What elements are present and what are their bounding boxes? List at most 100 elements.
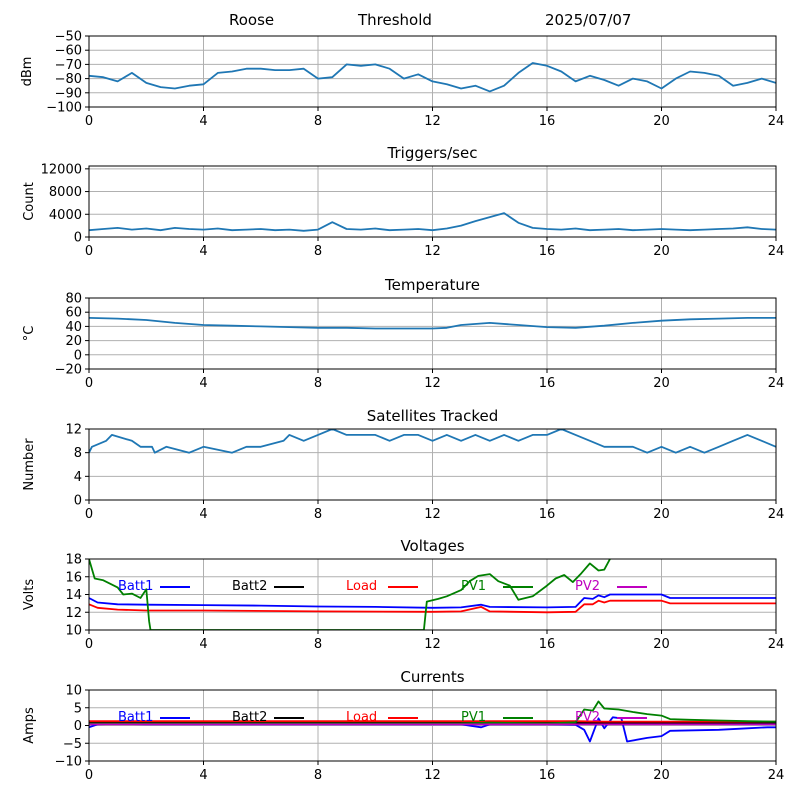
y-axis-label: Volts (22, 579, 37, 611)
x-tick-label: 0 (85, 637, 93, 652)
plot-frame (88, 35, 777, 108)
x-tick-label: 16 (539, 637, 556, 652)
x-tick-label: 12 (424, 376, 441, 391)
x-tick-label: 0 (85, 768, 93, 783)
y-tick-label: 4 (74, 470, 82, 485)
x-tick-label: 0 (85, 114, 93, 129)
x-tick-label: 24 (768, 376, 785, 391)
x-tick-label: 20 (653, 376, 670, 391)
series-line-load (89, 599, 776, 614)
series-line (89, 62, 776, 93)
y-tick-label: 5 (74, 701, 82, 716)
x-tick-label: 12 (424, 507, 441, 522)
x-tick-label: 16 (539, 114, 556, 129)
x-tick-label: 20 (653, 637, 670, 652)
x-tick-label: 16 (539, 376, 556, 391)
x-tick-label: 0 (85, 376, 93, 391)
x-tick-label: 16 (539, 244, 556, 259)
y-tick-label: −10 (55, 755, 82, 770)
x-tick-label: 8 (314, 637, 322, 652)
x-tick-label: 4 (199, 114, 207, 129)
chart-title: Triggers/sec (387, 144, 478, 162)
x-tick-label: 8 (314, 768, 322, 783)
y-axis-label: Number (22, 438, 37, 491)
y-tick-label: 0 (74, 494, 82, 509)
panel-satellites: 0 4 8 12 16 20 24 0 4 8 12 Satellites Tracked Number (22, 407, 784, 522)
series-line (89, 212, 776, 232)
panel-signal: 0 4 8 12 16 20 24 −100−90−80−70−60−50 dBm (20, 30, 784, 130)
chart-title: Currents (400, 668, 464, 686)
y-tick-label: 12 (65, 423, 82, 438)
plot-frame (88, 165, 777, 238)
header-date: 2025/07/07 (545, 11, 632, 29)
y-tick-label: 0 (74, 719, 82, 734)
x-tick-label: 8 (314, 507, 322, 522)
series-line-pv1 (89, 559, 611, 630)
x-tick-label: 24 (768, 244, 785, 259)
y-tick-label: −100 (46, 101, 82, 116)
series-line-pv1 (89, 700, 776, 725)
x-tick-label: 4 (199, 507, 207, 522)
legend-label-load: Load (346, 579, 377, 594)
x-tick-label: 4 (199, 244, 207, 259)
y-tick-label: 10 (65, 624, 82, 639)
y-tick-label: −90 (55, 86, 82, 101)
plot-frame (88, 428, 777, 501)
y-axis-label: dBm (20, 57, 35, 87)
y-tick-label: 10 (65, 684, 82, 699)
panel-currents: 0 4 8 12 16 20 24 −10 −5 0 5 10 Currents Amps Batt1 Bat… (22, 668, 784, 783)
legend-label-batt1: Batt1 (118, 710, 153, 725)
series-line-batt1 (89, 593, 776, 609)
chart-title: Satellites Tracked (367, 407, 498, 425)
series-line (89, 429, 776, 454)
y-tick-label: 12000 (41, 162, 82, 177)
y-tick-label: 8 (74, 446, 82, 461)
series-line (89, 316, 776, 330)
y-tick-label: −80 (55, 72, 82, 87)
y-tick-label: 80 (65, 292, 82, 307)
x-tick-label: 20 (653, 114, 670, 129)
y-tick-label: 0 (74, 348, 82, 363)
x-tick-label: 4 (199, 376, 207, 391)
y-axis-label: °C (22, 326, 37, 342)
y-axis-label: Amps (22, 707, 37, 744)
legend-label-batt1: Batt1 (118, 579, 153, 594)
header-site: Roose (229, 11, 275, 29)
x-tick-label: 16 (539, 768, 556, 783)
legend-label-batt2: Batt2 (232, 710, 267, 725)
x-tick-label: 4 (199, 768, 207, 783)
y-tick-label: 18 (65, 553, 82, 568)
chart-title: Temperature (384, 276, 480, 294)
x-tick-label: 12 (424, 114, 441, 129)
x-tick-label: 12 (424, 637, 441, 652)
x-tick-label: 12 (424, 244, 441, 259)
header-mode: Threshold (358, 11, 432, 29)
y-tick-label: 8000 (49, 185, 82, 200)
y-tick-label: −60 (55, 44, 82, 59)
x-tick-label: 24 (768, 114, 785, 129)
legend-label-pv1: PV1 (461, 579, 486, 594)
legend-label-load: Load (346, 710, 377, 725)
plot-frame (88, 297, 777, 370)
y-tick-label: 40 (65, 320, 82, 335)
x-tick-label: 24 (768, 637, 785, 652)
x-tick-label: 0 (85, 507, 93, 522)
x-tick-label: 20 (653, 244, 670, 259)
y-tick-label: −70 (55, 58, 82, 73)
x-tick-label: 24 (768, 768, 785, 783)
x-tick-label: 24 (768, 507, 785, 522)
panel-voltages: 0 4 8 12 16 20 24 10 12 14 16 18 Voltages Volts Batt1 B… (22, 537, 784, 652)
y-tick-label: 12 (65, 606, 82, 621)
panel-triggers: 0 4 8 12 16 20 24 0 4000 8000 12000 Triggers/sec Cou… (22, 144, 784, 259)
chart-title: Voltages (400, 537, 464, 555)
x-tick-label: 0 (85, 244, 93, 259)
x-tick-label: 4 (199, 637, 207, 652)
legend-label-pv1: PV1 (461, 710, 486, 725)
plot-frame (88, 558, 777, 631)
x-tick-label: 16 (539, 507, 556, 522)
y-tick-label: −20 (55, 363, 82, 378)
y-tick-label: 14 (65, 588, 82, 603)
y-tick-label: −5 (63, 737, 82, 752)
legend-label-pv2: PV2 (575, 710, 600, 725)
